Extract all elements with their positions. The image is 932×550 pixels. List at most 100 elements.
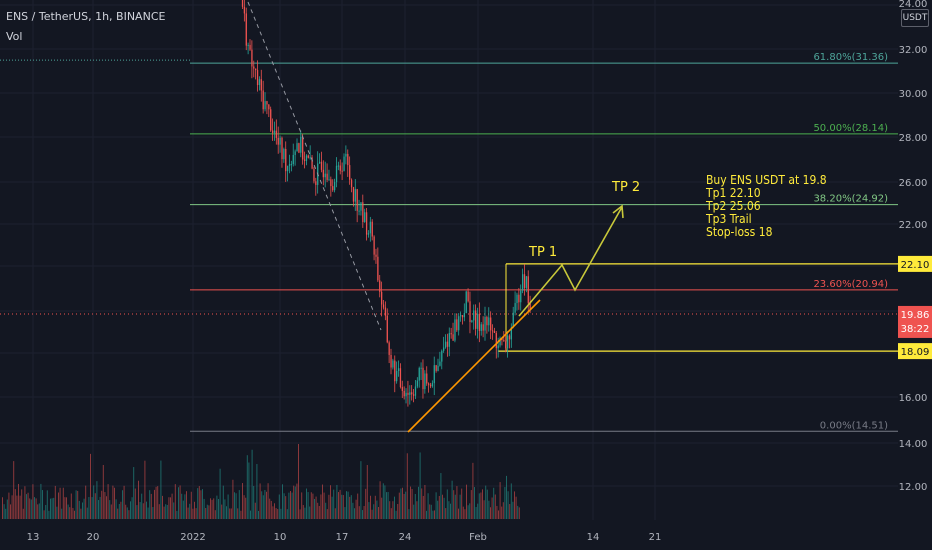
symbol-title[interactable]: ENS / TetherUS, 1h, BINANCE [6, 10, 166, 23]
volume-bar [82, 502, 83, 519]
price-tag-value: 22.10 [901, 260, 930, 271]
x-axis-tick-label: 20 [87, 532, 100, 543]
volume-bar [160, 460, 162, 519]
volume-bar [30, 499, 32, 519]
candle-body [471, 320, 473, 323]
volume-bar [104, 492, 106, 519]
y-axis-tick-label: 22.00 [899, 220, 928, 231]
volume-bar [278, 494, 280, 519]
volume-bar [517, 505, 519, 519]
currency-button[interactable]: USDT [901, 9, 929, 27]
fib-level-label: 38.20%(24.92) [813, 194, 888, 205]
dashed-trendline [247, 1, 382, 331]
volume-bar [34, 497, 35, 519]
volume-bar [485, 485, 487, 519]
volume-bar [131, 497, 133, 519]
volume-bar [366, 465, 368, 519]
volume-bar [504, 487, 506, 519]
candle-body [322, 169, 325, 178]
candle-body [444, 341, 447, 348]
volume-bar [506, 475, 507, 519]
candle-body [298, 143, 300, 153]
volume-bar [173, 502, 175, 519]
candle-body [446, 341, 449, 347]
candle-body [328, 179, 330, 181]
candle-body [429, 384, 432, 387]
x-axis-tick-label: Feb [469, 532, 487, 543]
candle-body [270, 109, 272, 131]
volume-bar [24, 486, 26, 519]
tp1-label: TP 1 [529, 245, 558, 260]
candle-body [283, 148, 285, 160]
candle-body [512, 312, 514, 328]
volume-bar [170, 497, 171, 519]
volume-bar [3, 504, 5, 519]
volume-bar [74, 510, 75, 519]
volume-bar [203, 498, 205, 519]
candle-body [437, 365, 439, 371]
volume-bar [283, 493, 285, 519]
volume-bar [467, 505, 469, 519]
volume-bar [392, 501, 394, 519]
volume-bar [480, 492, 482, 519]
volume-bar [232, 479, 234, 519]
projection-arrowhead [612, 204, 624, 219]
note-line: Tp2 25.06 [706, 199, 761, 213]
volume-bar [250, 510, 251, 519]
volume-bar [226, 506, 227, 519]
volume-bar [482, 489, 483, 519]
candle-body [441, 350, 443, 362]
volume-bar [349, 496, 351, 519]
candle-body [375, 254, 377, 257]
volume-bar [389, 501, 391, 519]
volume-bar [162, 495, 163, 519]
x-axis-tick-label: 2022 [180, 532, 205, 543]
volume-bar [29, 498, 31, 519]
volume-bar [8, 492, 10, 519]
volume-bar [405, 491, 407, 519]
candle-body [529, 303, 531, 309]
volume-bar [13, 461, 15, 519]
candle-body [448, 333, 450, 347]
volume-bar [77, 490, 79, 519]
volume-bar [306, 488, 307, 519]
volume-bar [309, 506, 311, 519]
candle-body [292, 154, 294, 165]
volume-bar [317, 502, 319, 519]
candle-body [407, 392, 409, 395]
volume-bar [10, 504, 11, 519]
volume-bar [56, 506, 58, 519]
volume-bar [51, 498, 53, 519]
candle-body [450, 333, 452, 335]
volume-bar [267, 483, 269, 519]
candle-body [296, 143, 298, 152]
candle-body [409, 392, 411, 395]
x-axis-tick-label: 17 [336, 532, 349, 543]
volume-bar [490, 507, 491, 519]
projection-path [518, 206, 623, 317]
volume-bar [397, 504, 399, 519]
candle-body [433, 365, 435, 384]
candle-body [281, 137, 283, 160]
candle-body [251, 49, 253, 67]
volume-bar [362, 510, 363, 519]
volume-bar [450, 503, 451, 519]
candle-body [516, 294, 518, 304]
volume-bar [254, 502, 256, 519]
volume-bar [154, 489, 155, 519]
volume-bar [443, 497, 445, 519]
volume-bar [307, 492, 309, 519]
volume-bar [229, 508, 231, 519]
volume-bar [85, 485, 87, 519]
volume-bar [99, 496, 101, 519]
volume-bar [360, 461, 362, 519]
volume-bar [221, 504, 223, 519]
volume-bar [202, 489, 203, 519]
volume-bar [155, 486, 157, 519]
volume-bar [285, 496, 287, 519]
candle-body [362, 202, 364, 223]
volume-bar [118, 503, 120, 519]
volume-indicator-label[interactable]: Vol [6, 30, 23, 43]
y-axis-tick-label: 12.00 [899, 482, 928, 493]
